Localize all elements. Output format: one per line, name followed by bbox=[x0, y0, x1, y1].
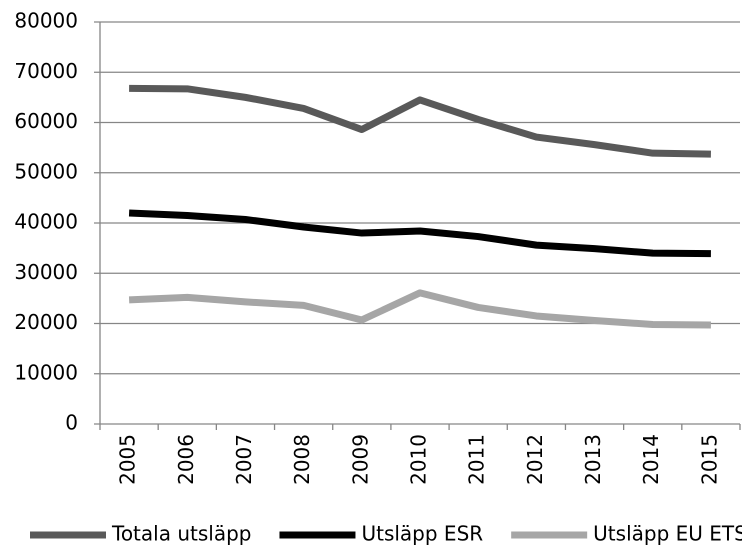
x-tick-label: 2012 bbox=[523, 434, 547, 485]
x-tick-label: 2006 bbox=[174, 434, 198, 485]
legend-label: Totala utsläpp bbox=[111, 522, 251, 546]
x-tick-label: 2010 bbox=[407, 434, 431, 485]
x-tick-label: 2014 bbox=[639, 434, 663, 485]
x-tick-label: 2005 bbox=[116, 434, 140, 485]
x-tick-label: 2015 bbox=[697, 434, 721, 485]
y-tick-label: 40000 bbox=[14, 210, 78, 234]
x-tick-label: 2011 bbox=[465, 434, 489, 485]
y-tick-label: 10000 bbox=[14, 360, 78, 384]
legend-label: Utsläpp ESR bbox=[361, 522, 483, 546]
line-series bbox=[128, 209, 711, 258]
y-tick-label: 0 bbox=[65, 411, 78, 435]
x-tick-label: 2013 bbox=[581, 434, 605, 485]
x-tick-label: 2007 bbox=[232, 434, 256, 485]
y-tick-label: 70000 bbox=[14, 59, 78, 83]
y-tick-label: 80000 bbox=[14, 9, 78, 33]
y-tick-label: 50000 bbox=[14, 159, 78, 183]
legend-label: Utsläpp EU ETS bbox=[593, 522, 742, 546]
y-tick-label: 20000 bbox=[14, 310, 78, 334]
y-tick-label: 60000 bbox=[14, 109, 78, 133]
y-tick-label: 30000 bbox=[14, 260, 78, 284]
line-series bbox=[128, 289, 711, 329]
x-tick-label: 2009 bbox=[348, 434, 372, 485]
x-tick-label: 2008 bbox=[290, 434, 314, 485]
line-series bbox=[129, 84, 711, 158]
